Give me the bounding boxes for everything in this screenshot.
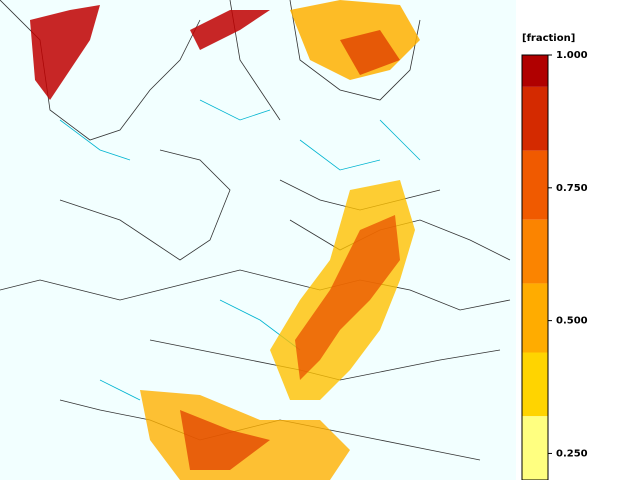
map-features [0,0,511,480]
colorbar-band [522,150,548,220]
colorbar: 1.000 0.750 0.500 0.250 [521,50,588,480]
colorbar-frame [521,54,549,480]
colorbar-tick-label: 0.500 [556,316,588,327]
colorbar-band [522,283,548,353]
colorbar-band [522,219,548,284]
colorbar-tick-label: 1.000 [556,50,588,61]
colorbar-band [522,86,548,151]
colorbar-tick-label: 0.750 [556,183,588,194]
colorbar-band [522,55,548,87]
colorbar-band [522,416,548,480]
map-area [0,0,516,480]
colorbar-tick-label: 0.250 [556,448,588,459]
colorbar-label: [fraction] [522,33,575,44]
colorbar-band [522,352,548,417]
